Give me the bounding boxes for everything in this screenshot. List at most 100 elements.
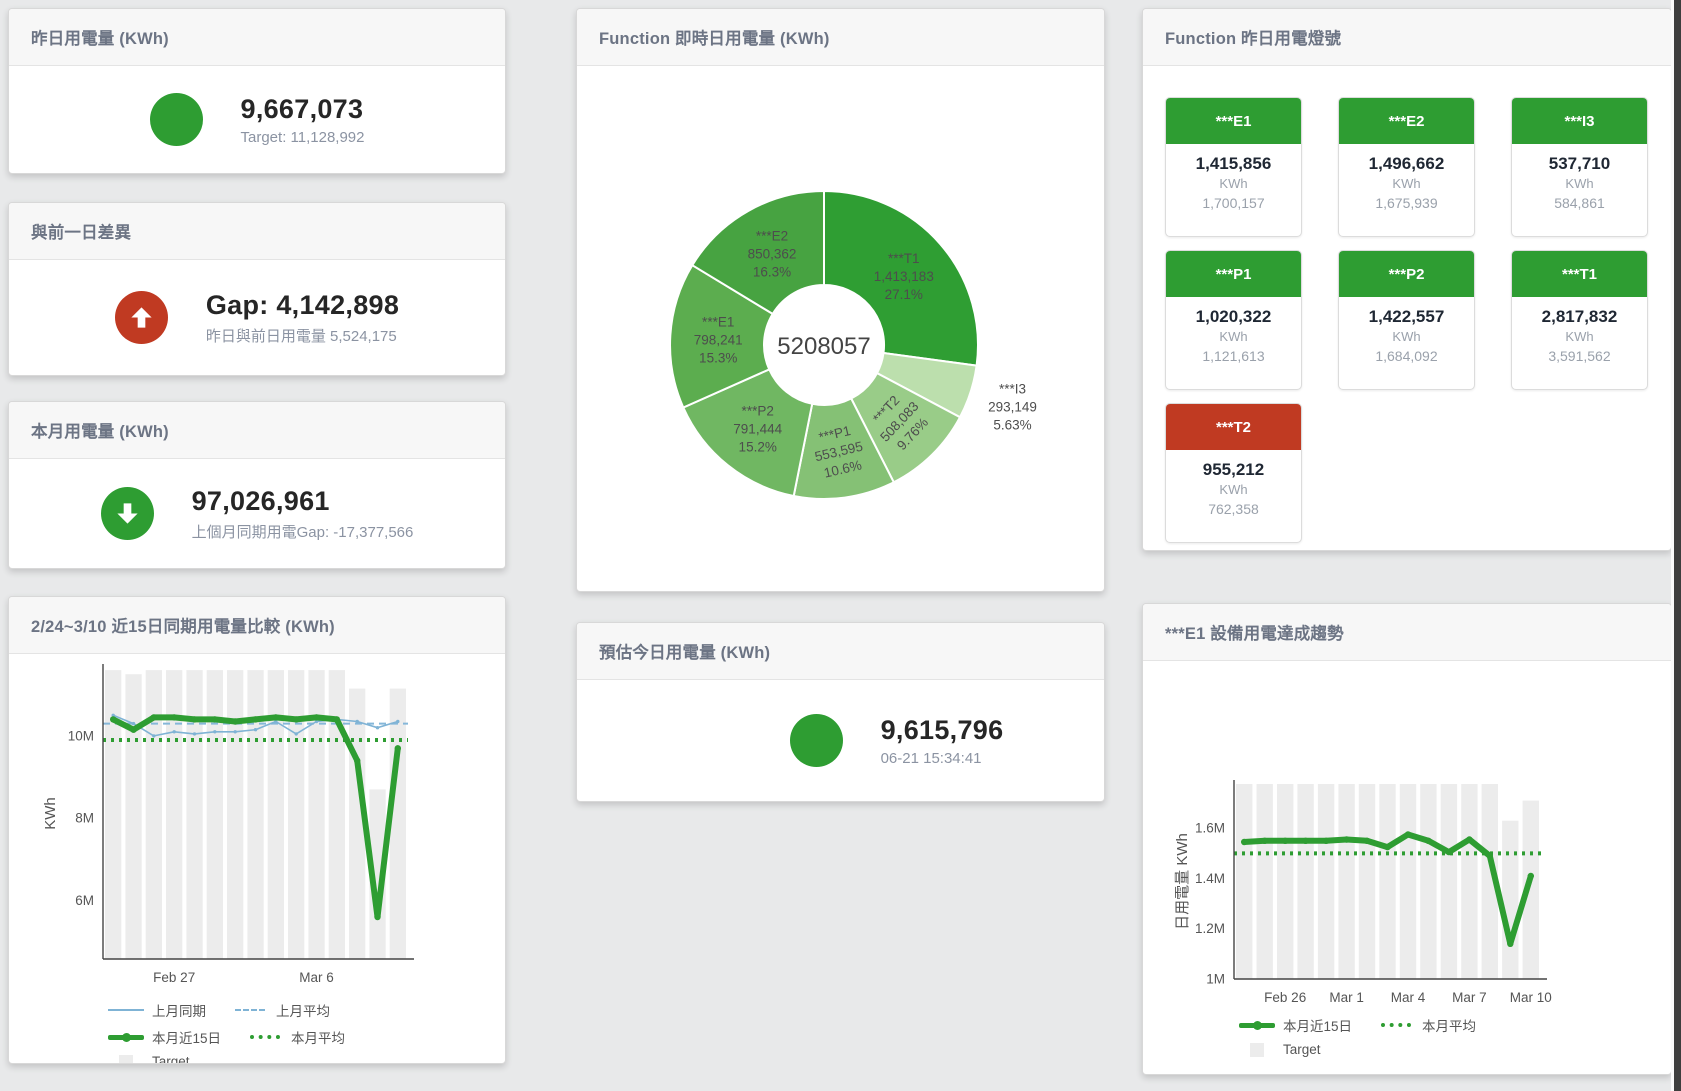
light-card-unit: KWh: [1392, 329, 1421, 344]
panel-title: ***E1 設備用電達成趨勢: [1165, 625, 1344, 643]
stat-subtitle: 昨日與前日用電量 5,524,175: [205, 327, 397, 345]
light-card-target: 1,675,939: [1375, 195, 1438, 211]
dot-green-swatch-icon: [1378, 1018, 1414, 1032]
data-point: [213, 730, 217, 734]
x-tick-label: Feb 27: [153, 970, 195, 985]
light-card-value: 1,020,322: [1195, 307, 1272, 326]
data-point: [1445, 848, 1453, 856]
data-point: [1241, 838, 1248, 846]
data-point: [1507, 940, 1514, 947]
panel-body: 97,026,961 上個月同期用電Gap: -17,377,566: [9, 459, 505, 568]
data-point: [294, 732, 298, 736]
arrow-down-circle-icon: [100, 487, 154, 540]
dot-green-swatch-icon: [247, 1030, 283, 1044]
realtime-usage-donut-chart: ***T1 1,413,183 27.1%***I3 293,149 5.63%***T…: [669, 189, 1037, 501]
light-card-value: 1,422,557: [1368, 307, 1445, 326]
legend-row: Target: [108, 1054, 505, 1064]
light-card-unit: KWh: [1565, 176, 1594, 191]
light-card-value: 1,496,662: [1368, 154, 1445, 173]
panel-header: ***E1 設備用電達成趨勢: [1143, 604, 1671, 661]
light-card-unit: KWh: [1392, 176, 1421, 191]
data-point: [1466, 836, 1473, 843]
y-tick-label: 6M: [75, 893, 94, 908]
donut-slice[interactable]: [690, 189, 825, 316]
light-card-T1: ***T1 2,817,832 KWh 3,591,562: [1511, 250, 1648, 390]
stat-row: 9,667,073 Target: 11,128,992: [149, 93, 364, 146]
panel-header: 與前一日差異: [9, 203, 505, 260]
panel-title: 昨日用電量 (KWh): [31, 30, 169, 48]
target-bar: [206, 670, 223, 959]
panel-header: 預估今日用電量 (KWh): [577, 623, 1104, 680]
data-point: [313, 714, 320, 721]
target-bar: [145, 670, 162, 959]
legend-item[interactable]: 上月同期: [108, 1000, 206, 1020]
light-card-header: ***E1: [1166, 98, 1301, 144]
panel-title: 本月用電量 (KWh): [31, 423, 169, 441]
target-bar: [1502, 820, 1519, 979]
panel-body: Gap: 4,142,898 昨日與前日用電量 5,524,175: [9, 260, 505, 375]
legend-item[interactable]: 本月平均: [247, 1027, 345, 1047]
data-point: [314, 719, 319, 724]
donut-slice-label: ***E1 798,241 15.3%: [694, 314, 743, 365]
panel-e1-trend-chart: ***E1 設備用電達成趨勢 1M 1.2M 1.4M 1.6M Feb 26 Mar 1…: [1142, 603, 1672, 1075]
stat-row: 9,615,796 06-21 15:34:41: [789, 714, 1004, 767]
light-card-value: 2,817,832: [1541, 307, 1618, 326]
panel-header: Function 即時日用電量 (KWh): [577, 9, 1104, 66]
light-card-unit: KWh: [1219, 176, 1248, 191]
light-card-header: ***E2: [1339, 98, 1474, 144]
data-point: [396, 719, 400, 724]
data-point: [1302, 837, 1309, 844]
panel-title: 預估今日用電量 (KWh): [599, 644, 771, 662]
stat-row: Gap: 4,142,898 昨日與前日用電量 5,524,175: [114, 290, 399, 346]
y-axis-label: KWh: [42, 797, 59, 830]
target-bar: [247, 670, 264, 959]
x-tick-label: Mar 4: [1391, 990, 1426, 1005]
dash-blue-swatch-icon: [232, 1003, 268, 1017]
legend-item[interactable]: 上月平均: [232, 1000, 330, 1020]
thick-green-swatch-icon: [108, 1030, 144, 1044]
donut-slice[interactable]: [669, 263, 775, 409]
legend-item[interactable]: 本月近15日: [1239, 1015, 1352, 1035]
data-point: [274, 719, 278, 724]
line-blue-swatch-icon: [108, 1003, 144, 1017]
square-gray-swatch-icon: [108, 1055, 144, 1064]
legend-item[interactable]: 本月平均: [1378, 1015, 1476, 1035]
thick-green-swatch-icon: [1239, 1018, 1275, 1032]
donut-slice[interactable]: [823, 189, 979, 367]
legend-item[interactable]: Target: [108, 1054, 190, 1064]
donut-slice[interactable]: [681, 368, 814, 498]
data-point: [394, 745, 401, 752]
panel-title: 與前一日差異: [31, 224, 132, 242]
column-left: 昨日用電量 (KWh) 9,667,073 Target: 11,128,992…: [8, 8, 506, 1064]
light-card-unit: KWh: [1565, 329, 1594, 344]
legend-item[interactable]: 本月近15日: [108, 1027, 221, 1047]
light-card-target: 1,684,092: [1375, 348, 1438, 364]
arrow-up-circle-icon: [114, 291, 168, 344]
stat-value: 9,667,073: [240, 93, 364, 124]
data-point: [152, 734, 156, 738]
scrollbar-track[interactable]: [1674, 0, 1681, 1091]
target-bar: [1256, 784, 1273, 979]
legend-label: 上月平均: [276, 1004, 330, 1019]
page-edge: [1671, 0, 1674, 1091]
compare-line-chart: 6M 8M 10M Feb 27 Mar 6 KWh: [42, 664, 414, 985]
stat-timestamp: 06-21 15:34:41: [880, 749, 982, 767]
panel-body: 9,667,073 Target: 11,128,992: [9, 66, 505, 173]
panel-header: Function 昨日用電燈號: [1143, 9, 1671, 66]
target-bar: [1379, 784, 1396, 979]
light-card-T2: ***T2 955,212 KWh 762,358: [1165, 403, 1302, 543]
data-point: [211, 716, 218, 723]
legend-item[interactable]: Target: [1239, 1042, 1321, 1057]
target-bar: [166, 670, 183, 959]
data-point: [1282, 837, 1289, 844]
stat-subtitle: 上個月同期用電Gap: -17,377,566: [191, 523, 414, 541]
target-bar: [369, 789, 386, 959]
panel-header: 昨日用電量 (KWh): [9, 9, 505, 66]
y-tick-label: 1.6M: [1195, 821, 1225, 836]
data-point: [1425, 837, 1432, 844]
target-bar: [1481, 784, 1498, 979]
data-point: [374, 913, 381, 921]
target-bar: [288, 670, 305, 959]
legend-label: Target: [152, 1054, 190, 1064]
light-card-target: 762,358: [1208, 501, 1259, 517]
